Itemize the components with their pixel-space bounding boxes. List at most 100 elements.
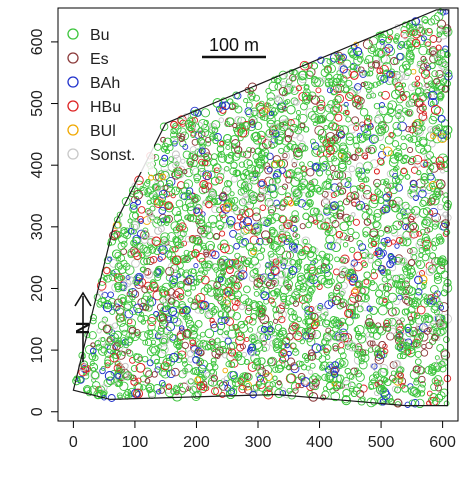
tree-point-bu bbox=[425, 131, 436, 142]
tree-point-bu bbox=[340, 360, 346, 366]
tree-point-es bbox=[351, 116, 360, 125]
tree-point-es bbox=[261, 139, 272, 149]
tree-point-bu bbox=[431, 223, 438, 230]
tree-point-bu bbox=[210, 176, 220, 186]
tree-point-bu bbox=[190, 159, 198, 168]
tree-point-bu bbox=[424, 92, 431, 99]
tree-point-bah bbox=[256, 237, 264, 246]
tree-point-sonst bbox=[340, 281, 348, 290]
tree-point-bu bbox=[153, 247, 161, 255]
tree-point-bu bbox=[245, 382, 251, 388]
tree-point-bu bbox=[418, 208, 429, 218]
tree-point-bul bbox=[264, 107, 270, 113]
tree-point-bu bbox=[130, 300, 136, 306]
tree-point-hbu bbox=[310, 321, 319, 329]
tree-point-es bbox=[198, 349, 205, 357]
tree-point-es bbox=[430, 50, 437, 57]
tree-point-es bbox=[307, 332, 315, 340]
tree-point-hbu bbox=[395, 237, 403, 244]
tree-point-sonst bbox=[302, 273, 312, 283]
tree-point-es bbox=[243, 385, 253, 395]
tree-point-bu bbox=[343, 86, 350, 93]
tree-point-bu bbox=[368, 66, 374, 72]
tree-point-bu bbox=[437, 93, 444, 100]
tree-point-sonst bbox=[273, 95, 280, 102]
legend-label-hbu: HBu bbox=[90, 99, 121, 116]
tree-point-bah bbox=[224, 337, 232, 345]
tree-point-bu bbox=[309, 246, 317, 254]
tree-point-bu bbox=[319, 155, 329, 166]
tree-point-sonst bbox=[244, 182, 250, 188]
tree-point-bu bbox=[105, 338, 114, 347]
tree-point-bu bbox=[333, 77, 342, 87]
tree-point-bu bbox=[388, 157, 399, 168]
tree-point-bu bbox=[170, 127, 177, 135]
tree-point-bu bbox=[204, 328, 215, 339]
tree-point-bu bbox=[191, 195, 199, 204]
tree-point-bu bbox=[304, 311, 313, 320]
tree-point-bu bbox=[123, 371, 133, 381]
tree-point-sonst bbox=[274, 258, 284, 268]
tree-point-bu bbox=[178, 386, 187, 395]
tree-point-es bbox=[369, 228, 379, 238]
tree-point-bu bbox=[330, 391, 341, 402]
tree-point-bu bbox=[430, 305, 439, 314]
tree-point-bu bbox=[194, 320, 203, 328]
tree-point-bu bbox=[250, 256, 260, 266]
tree-point-bah bbox=[158, 245, 168, 255]
legend: Bu Es BAh HBu BUl Sonst. bbox=[62, 22, 154, 172]
tree-point-bah bbox=[339, 65, 348, 74]
tree-point-bu bbox=[322, 331, 332, 342]
tree-point-bu bbox=[292, 189, 303, 199]
tree-point-bu bbox=[149, 280, 158, 289]
tree-point-es bbox=[184, 277, 193, 286]
tree-point-hbu bbox=[430, 104, 441, 115]
tree-point-bu bbox=[290, 382, 300, 391]
tree-point-bu bbox=[391, 378, 397, 384]
tree-point-bu bbox=[437, 49, 446, 59]
tree-point-bu bbox=[374, 346, 382, 353]
tree-point-bu bbox=[240, 181, 249, 190]
tree-point-bu bbox=[378, 91, 383, 97]
tree-point-bah bbox=[268, 110, 274, 117]
tree-point-bu bbox=[310, 62, 319, 70]
tree-point-bu bbox=[398, 237, 408, 247]
tree-point-bu bbox=[367, 144, 377, 154]
tree-point-bu bbox=[265, 217, 272, 224]
tree-point-bu bbox=[303, 243, 313, 253]
tree-point-bu bbox=[214, 277, 221, 283]
tree-point-bu bbox=[197, 167, 207, 177]
tree-point-bu bbox=[238, 161, 246, 168]
tree-point-bu bbox=[255, 301, 264, 309]
tree-point-es bbox=[245, 304, 253, 312]
tree-point-bu bbox=[131, 228, 137, 235]
tree-point-hbu bbox=[295, 85, 302, 92]
tree-point-bu bbox=[349, 246, 356, 253]
tree-point-hbu bbox=[135, 362, 146, 373]
tree-point-bah bbox=[354, 83, 362, 91]
tree-point-bu bbox=[285, 251, 295, 260]
tree-point-bu bbox=[339, 352, 347, 359]
tree-point-bu bbox=[311, 77, 321, 88]
tree-point-bu bbox=[278, 70, 288, 80]
tree-point-bu bbox=[312, 106, 319, 113]
tree-point-bah bbox=[241, 238, 249, 246]
y-tick-label: 300 bbox=[29, 213, 46, 240]
tree-point-hbu bbox=[400, 29, 409, 39]
tree-point-bu bbox=[120, 227, 128, 235]
tree-point-bu bbox=[325, 381, 334, 391]
tree-point-sonst bbox=[241, 195, 251, 205]
tree-point-bu bbox=[362, 226, 372, 236]
tree-point-hbu bbox=[176, 332, 185, 341]
tree-point-bu bbox=[396, 108, 403, 115]
tree-point-sonst bbox=[379, 363, 389, 373]
tree-point-bu bbox=[419, 381, 426, 388]
tree-point-bu bbox=[177, 117, 184, 124]
tree-point-bu bbox=[355, 170, 362, 178]
tree-point-bah bbox=[99, 367, 106, 375]
x-tick-label: 300 bbox=[245, 434, 272, 451]
tree-point-bu bbox=[196, 358, 204, 366]
tree-point-bu bbox=[284, 300, 291, 307]
tree-point-bu bbox=[385, 269, 392, 276]
tree-point-es bbox=[197, 225, 206, 235]
